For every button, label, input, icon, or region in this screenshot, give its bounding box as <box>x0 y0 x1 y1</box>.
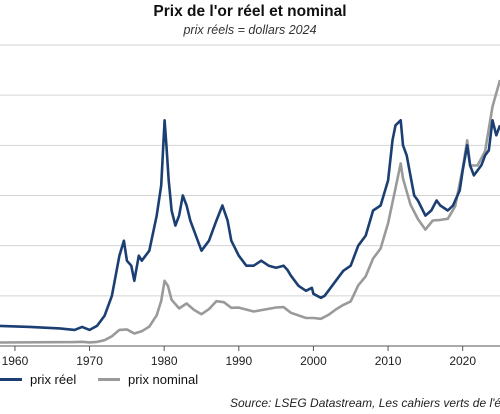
legend-item-prix-nominal: prix nominal <box>98 372 198 387</box>
legend-swatch-prix-nominal <box>98 378 120 381</box>
x-tick-label: 1970 <box>76 354 103 368</box>
x-tick-label: 1960 <box>2 354 29 368</box>
chart-title: Prix de l'or réel et nominal <box>153 3 347 20</box>
source-note: Source: LSEG Datastream, Les cahiers ver… <box>230 396 500 410</box>
series-line-prix-nominal <box>0 79 500 344</box>
series-lines <box>0 79 500 344</box>
x-ticks: 1960 1970 1980 1990 2000 2010 2020 <box>2 346 476 368</box>
legend-item-prix-reel: prix réel <box>0 372 76 387</box>
series-line-prix-reel <box>0 119 500 332</box>
x-tick-label: 1990 <box>225 354 252 368</box>
x-tick-label: 2020 <box>449 354 476 368</box>
legend-label-prix-reel: prix réel <box>30 372 77 387</box>
x-tick-label: 2000 <box>300 354 327 368</box>
x-tick-label: 2010 <box>375 354 402 368</box>
legend: prix réel prix nominal <box>0 372 500 392</box>
gridlines <box>0 44 500 297</box>
line-chart: 1960 1970 1980 1990 2000 2010 2020 <box>0 44 500 368</box>
chart-subtitle: prix réels = dollars 2024 <box>183 23 317 37</box>
legend-label-prix-nominal: prix nominal <box>128 372 199 387</box>
legend-swatch-prix-reel <box>0 378 22 381</box>
x-tick-label: 1980 <box>151 354 178 368</box>
